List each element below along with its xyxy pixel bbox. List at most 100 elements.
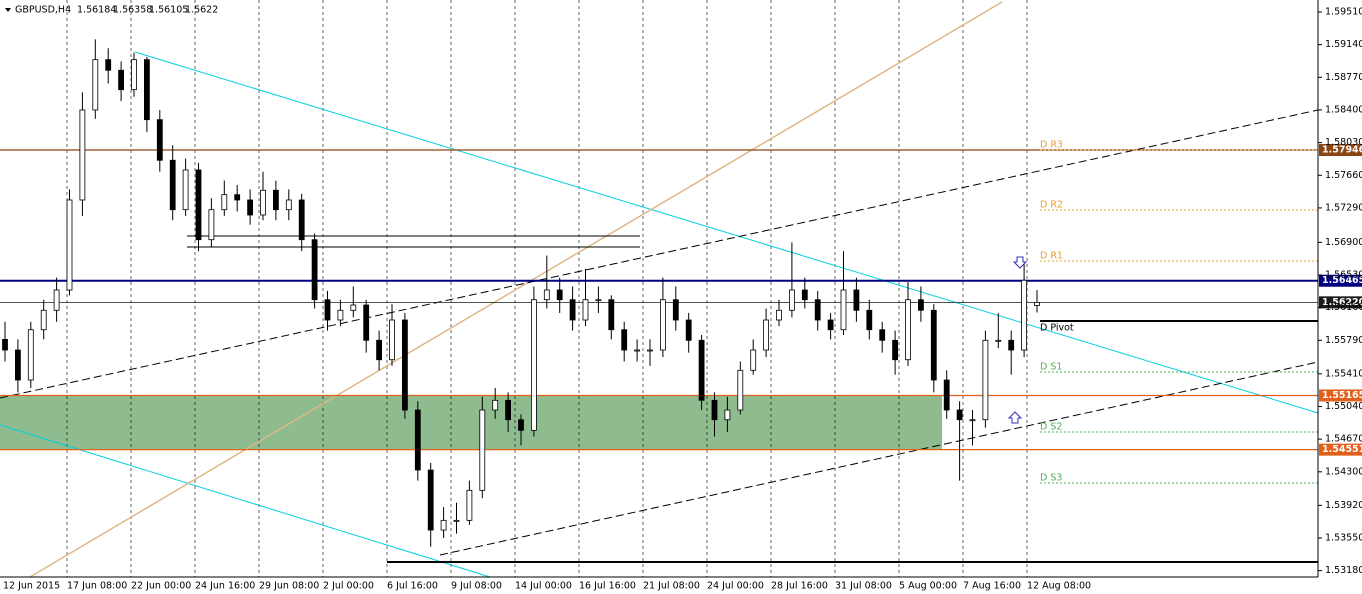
candle-body: [595, 299, 602, 302]
pivot-label: D R3: [1040, 140, 1063, 151]
menu-triangle: [5, 8, 11, 12]
y-tick-label: 1.57290: [1325, 202, 1362, 213]
x-tick-label: 31 Jul 08:00: [835, 581, 892, 592]
price-box: [1319, 274, 1362, 287]
x-tick-label: 16 Jul 16:00: [579, 581, 636, 592]
candle-body: [918, 299, 924, 311]
candle-body: [324, 299, 331, 321]
candle-body: [505, 399, 512, 421]
candle-body: [621, 329, 628, 351]
y-tick-label: 1.58030: [1325, 137, 1362, 148]
pivot-label: D Pivot: [1040, 322, 1074, 333]
x-tick-label: 24 Jun 16:00: [195, 581, 255, 592]
candle-body: [518, 419, 524, 431]
candle-body: [1021, 279, 1027, 351]
y-tick-label: 1.54300: [1325, 466, 1362, 477]
price-label: 1.57946: [1322, 145, 1362, 156]
trend-line: [134, 51, 1319, 414]
x-tick-label: 21 Jul 08:00: [643, 581, 700, 592]
candle-body: [995, 339, 1002, 342]
candle-body: [698, 339, 705, 401]
candle-body: [879, 329, 886, 341]
candle-body: [169, 159, 176, 211]
y-tick-label: 1.54670: [1325, 434, 1362, 445]
candle-body: [724, 409, 731, 421]
x-tick-label: 7 Aug 16:00: [963, 581, 1021, 592]
trend-line: [29, 1, 1003, 578]
x-tick-label: 29 Jun 08:00: [259, 581, 319, 592]
candle-body: [234, 194, 241, 201]
candle-body: [27, 329, 34, 381]
up-arrow: [1007, 411, 1023, 424]
x-tick-label: 24 Jul 00:00: [707, 581, 764, 592]
candle-body: [853, 289, 860, 311]
candle-body: [208, 209, 215, 241]
candle-body: [143, 59, 150, 121]
y-tick-label: 1.53550: [1325, 532, 1362, 543]
y-tick-label: 1.55040: [1325, 401, 1362, 412]
pivot-label: D R1: [1040, 250, 1063, 261]
candle-body: [414, 409, 421, 471]
x-tick-label: 28 Jul 16:00: [771, 581, 828, 592]
candle-body: [389, 319, 395, 361]
candle-body: [647, 349, 653, 352]
pivot-label: D R2: [1040, 199, 1063, 210]
candle-body: [453, 519, 460, 522]
candle-body: [2, 339, 8, 351]
y-tick-label: 1.57660: [1325, 170, 1362, 181]
y-tick-label: 1.53180: [1325, 565, 1362, 576]
candle-body: [53, 289, 60, 311]
candle-body: [737, 369, 744, 411]
x-tick-label: 5 Aug 00:00: [899, 581, 957, 592]
trend-lines: [0, 1, 1319, 578]
x-tick-label: 14 Jul 00:00: [515, 581, 572, 592]
price-label: 1.56465: [1322, 275, 1362, 286]
candle-body: [814, 299, 821, 321]
y-tick-label: 1.56160: [1325, 302, 1362, 313]
candle-body: [866, 309, 873, 331]
candle-body: [350, 304, 357, 311]
candle-body: [479, 409, 486, 491]
y-tick-label: 1.58770: [1325, 72, 1362, 83]
candle-body: [401, 319, 408, 411]
candle-body: [943, 379, 950, 411]
x-tick-label: 12 Aug 08:00: [1027, 581, 1091, 592]
candle-body: [608, 299, 615, 331]
candle-body: [711, 399, 718, 421]
high-price: 1.56358: [113, 5, 152, 16]
candle-body: [66, 199, 73, 291]
candle-body: [801, 289, 808, 301]
candle-body: [105, 59, 112, 71]
header: GBPUSD,H4 1.56184 1.56358 1.56105 1.5622: [5, 5, 218, 16]
y-tick-label: 1.55790: [1325, 335, 1362, 346]
candle-body: [92, 59, 99, 111]
candle-body: [776, 309, 782, 321]
candle-body: [118, 69, 124, 91]
down-arrow: [1012, 256, 1028, 269]
candle-body: [905, 299, 911, 361]
support-zone: [0, 395, 942, 450]
candle-body: [685, 319, 692, 341]
y-tick-label: 1.56530: [1325, 269, 1362, 280]
pivot-label: D S3: [1040, 473, 1062, 484]
price-label: 1.55165: [1322, 390, 1362, 401]
price-box: [1319, 144, 1362, 157]
levels-layer: 1.57946 1.56465 1.56220 1.55165 1.54551 D R3 D…: [0, 140, 1362, 484]
candle-body: [79, 109, 86, 201]
candle-body: [272, 189, 279, 211]
y-tick-label: 1.59510: [1325, 7, 1362, 18]
candle-body: [221, 194, 228, 211]
y-tick-label: 1.59140: [1325, 39, 1362, 50]
candle-body: [892, 339, 898, 361]
x-tick-label: 9 Jul 08:00: [451, 581, 502, 592]
candle-body: [827, 319, 834, 331]
candle-body: [982, 339, 989, 421]
zone-layer: [0, 395, 942, 450]
candle-body: [427, 469, 434, 531]
candle-body: [582, 299, 589, 321]
symbol: GBPUSD,H4: [15, 5, 71, 16]
pivot-label: D S1: [1040, 361, 1062, 372]
candle-body: [1008, 339, 1015, 351]
